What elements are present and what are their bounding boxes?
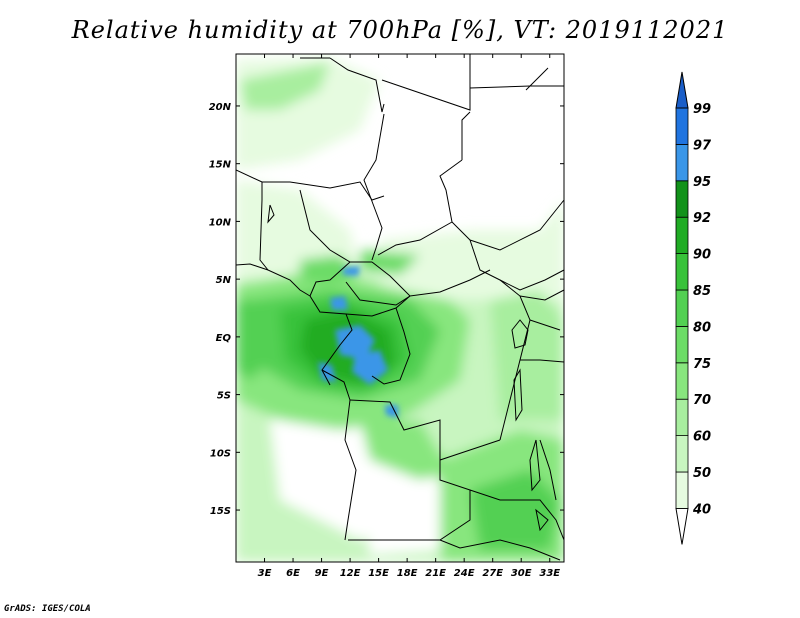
colorbar-label: 40 bbox=[692, 502, 711, 517]
country-borders bbox=[236, 54, 564, 561]
lat-label: 5N bbox=[216, 275, 232, 286]
colorbar-label: 85 bbox=[693, 284, 711, 299]
colorbar-label: 92 bbox=[693, 211, 711, 226]
longitude-axis: 3E 6E 9E 12E 15E 18E 21E 24E 27E 30E 33E bbox=[258, 54, 560, 579]
colorbar: 40 50 60 70 75 80 85 90 92 95 97 99 bbox=[675, 71, 712, 545]
colorbar-label: 75 bbox=[693, 357, 711, 372]
lon-label: 21E bbox=[425, 568, 446, 579]
colorbar-label: 95 bbox=[693, 175, 711, 190]
colorbar-segment bbox=[675, 325, 689, 364]
colorbar-label: 90 bbox=[693, 248, 711, 263]
map-title: Relative humidity at 700hPa [%], VT: 201… bbox=[71, 16, 729, 44]
colorbar-segment bbox=[675, 107, 689, 145]
credit-footer: GrADS: IGES/COLA bbox=[4, 604, 91, 614]
lat-label: EQ bbox=[216, 333, 232, 344]
lon-label: 6E bbox=[286, 568, 300, 579]
lon-label: 33E bbox=[539, 568, 560, 579]
lat-label: 20N bbox=[209, 102, 232, 113]
colorbar-label: 50 bbox=[693, 466, 711, 481]
colorbar-segment bbox=[675, 362, 689, 400]
lon-label: 24E bbox=[454, 568, 475, 579]
colorbar-label: 99 bbox=[693, 102, 711, 117]
humidity-field bbox=[236, 54, 564, 562]
lon-label: 30E bbox=[511, 568, 532, 579]
lon-label: 18E bbox=[397, 568, 418, 579]
colorbar-label: 80 bbox=[693, 320, 711, 335]
colorbar-segment bbox=[675, 143, 689, 182]
lat-label: 10S bbox=[210, 448, 231, 459]
lat-label: 15N bbox=[209, 160, 232, 171]
colorbar-segment bbox=[675, 289, 689, 327]
lat-label: 10N bbox=[209, 217, 232, 228]
latitude-axis: 20N 15N 10N 5N EQ 5S 10S 15S bbox=[209, 102, 564, 517]
lat-label: 15S bbox=[210, 506, 231, 517]
map-frame bbox=[235, 53, 565, 563]
colorbar-segment bbox=[675, 216, 689, 254]
lon-label: 15E bbox=[368, 568, 389, 579]
lon-label: 3E bbox=[258, 568, 272, 579]
lat-label: 5S bbox=[217, 391, 231, 402]
colorbar-segment bbox=[675, 398, 689, 437]
lon-label: 27E bbox=[482, 568, 503, 579]
lon-label: 12E bbox=[340, 568, 361, 579]
colorbar-segment bbox=[675, 435, 689, 473]
colorbar-label: 97 bbox=[693, 138, 712, 153]
colorbar-segment bbox=[675, 180, 689, 218]
colorbar-label: 60 bbox=[693, 430, 711, 445]
colorbar-segment bbox=[675, 253, 689, 291]
colorbar-lower-arrow bbox=[675, 507, 689, 545]
colorbar-upper-arrow bbox=[675, 71, 689, 109]
lon-label: 9E bbox=[315, 568, 329, 579]
colorbar-label: 70 bbox=[693, 393, 711, 408]
colorbar-segment bbox=[675, 471, 689, 509]
